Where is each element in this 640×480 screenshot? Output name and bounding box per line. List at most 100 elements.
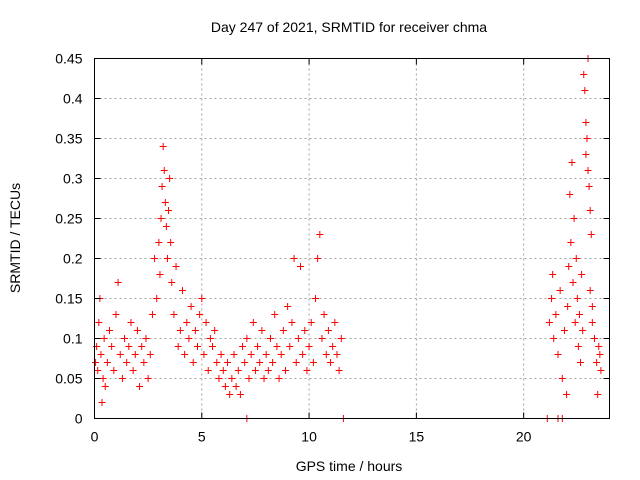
data-point	[569, 279, 577, 286]
data-point	[176, 327, 184, 334]
data-point	[230, 351, 238, 358]
data-point	[162, 223, 170, 230]
data-point	[256, 359, 264, 366]
data-point	[597, 367, 605, 374]
data-point	[236, 391, 244, 398]
data-point	[131, 351, 139, 358]
data-point	[281, 367, 289, 374]
data-point	[558, 375, 566, 382]
data-point	[221, 383, 229, 390]
data-point	[581, 87, 589, 94]
data-point	[301, 327, 309, 334]
data-point	[333, 351, 341, 358]
data-point	[587, 231, 595, 238]
y-tick-label: 0.05	[55, 371, 82, 387]
data-point	[172, 263, 180, 270]
data-point	[196, 311, 204, 318]
data-point	[596, 351, 604, 358]
data-point	[133, 327, 141, 334]
data-point	[297, 263, 304, 270]
data-points	[92, 55, 605, 422]
data-point	[269, 359, 277, 366]
data-point	[114, 279, 122, 286]
data-point	[286, 343, 294, 350]
data-point	[573, 295, 581, 302]
data-point	[112, 311, 120, 318]
data-point	[211, 327, 219, 334]
data-point	[243, 335, 251, 342]
data-point	[299, 351, 307, 358]
data-point	[148, 311, 156, 318]
data-point	[595, 343, 603, 350]
data-point	[303, 367, 311, 374]
data-point	[571, 319, 579, 326]
data-point	[586, 207, 594, 214]
data-point	[548, 295, 556, 302]
data-point	[155, 239, 163, 246]
data-point	[568, 159, 576, 166]
data-point	[168, 279, 176, 286]
data-point	[566, 191, 574, 198]
data-point	[258, 327, 266, 334]
data-point	[166, 175, 174, 182]
data-point	[245, 375, 253, 382]
plot-frame	[94, 58, 610, 419]
data-point	[552, 311, 560, 318]
data-point	[215, 375, 223, 382]
data-point	[579, 327, 587, 334]
data-point	[116, 351, 124, 358]
data-point	[583, 135, 591, 142]
data-point	[294, 335, 302, 342]
data-point	[239, 343, 247, 350]
data-point	[264, 367, 272, 374]
data-point	[594, 391, 602, 398]
data-point	[92, 359, 100, 366]
data-point	[121, 335, 129, 342]
data-point	[565, 263, 573, 270]
y-tick-label: 0.35	[55, 131, 82, 147]
data-point	[129, 367, 137, 374]
y-tick-label: 0.3	[63, 171, 83, 187]
data-point	[545, 319, 553, 326]
data-point	[584, 167, 592, 174]
data-point	[140, 359, 148, 366]
data-point	[174, 343, 182, 350]
data-point	[224, 359, 232, 366]
data-point	[586, 287, 594, 294]
data-point	[213, 359, 221, 366]
data-point	[209, 343, 217, 350]
data-point	[181, 351, 189, 358]
data-point	[99, 375, 107, 382]
data-point	[101, 383, 109, 390]
chart-title: Day 247 of 2021, SRMTID for receiver chm…	[211, 19, 487, 35]
data-point	[153, 295, 161, 302]
data-point	[570, 215, 578, 222]
x-tick-label: 20	[516, 429, 532, 445]
data-point	[204, 367, 212, 374]
data-point	[309, 359, 317, 366]
data-point	[219, 367, 227, 374]
y-tick-label: 0.45	[55, 51, 82, 67]
data-point	[191, 327, 199, 334]
data-point	[322, 351, 330, 358]
data-point	[125, 343, 133, 350]
data-point	[163, 255, 171, 262]
data-point	[146, 351, 154, 358]
data-point	[160, 167, 168, 174]
data-point	[232, 383, 240, 390]
data-point	[329, 343, 337, 350]
data-point	[567, 239, 575, 246]
data-point	[228, 375, 236, 382]
data-point	[254, 343, 262, 350]
data-point	[170, 311, 178, 318]
data-point	[554, 351, 562, 358]
data-point	[550, 335, 558, 342]
data-point	[142, 335, 150, 342]
data-point	[549, 271, 557, 278]
data-point	[574, 343, 582, 350]
data-point	[327, 359, 335, 366]
data-point	[206, 335, 214, 342]
y-tick-label: 0.4	[63, 91, 83, 107]
data-point	[165, 207, 173, 214]
